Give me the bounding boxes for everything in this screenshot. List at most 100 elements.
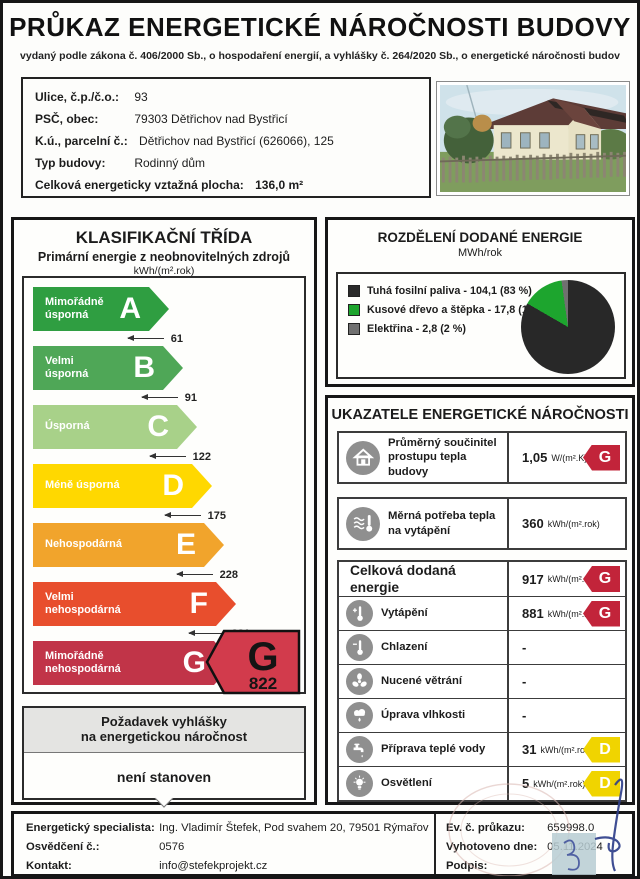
footer-row: Vyhotoveno dne: 05.11.2024 — [446, 841, 632, 853]
result-letter: G — [247, 635, 278, 679]
indicator-unit: W/(m².K) — [551, 452, 588, 463]
field-value: 05.11.2024 — [547, 841, 603, 853]
legend-item: Tuhá fosilní paliva - 104,1 (83 %) — [348, 285, 550, 297]
result-class-arrow: G 822 — [205, 629, 301, 700]
indicator-value: 917 — [522, 571, 544, 587]
legend-item: Elektřina - 2,8 (2 %) — [348, 323, 550, 335]
left-arrow-icon — [140, 394, 178, 400]
legend-swatch-gray — [348, 323, 360, 335]
field-label: Ulice, č.p./č.o.: — [35, 90, 120, 104]
indicator-row-heat-transfer: Průměrný součinitel prostupu tepla budov… — [337, 431, 627, 484]
footer-certificate-block: Ev. č. průkazu: 659998.0 Vyhotoveno dne:… — [436, 814, 632, 874]
indicator-unit: kWh/(m².rok) — [533, 778, 586, 789]
field-value: 79303 Dětřichov nad Bystřicí — [134, 112, 288, 126]
field-label: Podpis: — [446, 860, 488, 872]
delivered-energy-unit: MWh/rok — [458, 247, 502, 259]
page-title: PRŮKAZ ENERGETICKÉ NÁROČNOSTI BUDOVY — [9, 12, 631, 42]
left-arrow-icon — [126, 335, 164, 341]
indicator-row-hot-water: Příprava teplé vody 31 kWh/(m².rok) D — [339, 732, 625, 766]
field-label: Celková energeticky vztažná plocha: — [35, 178, 244, 192]
indicator-unit: kWh/(m².rok) — [547, 608, 600, 619]
footer-row: Kontakt: info@stefekprojekt.cz — [26, 860, 434, 872]
building-info-box: Ulice, č.p./č.o.: 93 PSČ, obec: 79303 Dě… — [21, 77, 431, 198]
scale-letter: D — [162, 469, 184, 502]
indicator-label: Měrná potřeba tepla na vytápění — [388, 510, 496, 537]
field-value: 0576 — [159, 841, 185, 853]
indicator-label: Příprava teplé vody — [381, 743, 486, 756]
water-tap-icon — [346, 736, 373, 763]
scale-letter: B — [133, 351, 155, 384]
field-value: Ing. Vladimír Štefek, Pod svahem 20, 795… — [159, 822, 429, 834]
legend-label: Kusové dřevo a štěpka - 17,8 (14 %) — [367, 304, 551, 316]
indicator-label: Celková dodaná energie — [350, 562, 456, 595]
field-value: 93 — [134, 90, 148, 104]
indicator-label: Úprava vlhkosti — [381, 709, 466, 722]
legend-swatch-dark — [348, 285, 360, 297]
building-photo — [436, 81, 630, 196]
humidity-cloud-icon — [346, 702, 373, 729]
scale-label: Nehospodárná — [45, 538, 123, 551]
footer-row: Ev. č. průkazu: 659998.0 — [446, 822, 632, 834]
indicator-unit: kWh/(m².rok) — [540, 744, 593, 755]
footer-row: Podpis: — [446, 860, 632, 872]
building-info-row: Celková energeticky vztažná plocha: 136,… — [35, 178, 421, 192]
delivered-energy-panel: ROZDĚLENÍ DODANÉ ENERGIE MWh/rok Tuhá fo… — [325, 217, 635, 387]
scale-row-g: Mimořádně nehospodárná G — [33, 641, 234, 685]
notch-icon — [154, 789, 174, 808]
threshold-row: 122 — [33, 449, 211, 464]
footer-specialist-block: Energetický specialista: Ing. Vladimír Š… — [14, 814, 436, 874]
indicator-value: 5 — [522, 776, 530, 791]
footer-row: Energetický specialista: Ing. Vladimír Š… — [26, 822, 434, 834]
threshold-row: 61 — [33, 331, 183, 346]
classification-panel: KLASIFIKAČNÍ TŘÍDA Primární energie z ne… — [11, 217, 317, 808]
field-label: K.ú., parcelní č.: — [35, 134, 128, 148]
footer-row: Osvědčení č.: 0576 — [26, 841, 434, 853]
indicator-value: 360 — [522, 516, 544, 531]
field-value: Dětřichov nad Bystřicí (626066), 125 — [139, 134, 334, 148]
scale-row-c: Úsporná C — [33, 405, 197, 449]
threshold-row: 228 — [33, 567, 238, 582]
left-arrow-icon — [187, 630, 225, 636]
energy-scale: Mimořádně úsporná A 61 Velmi úsporná B 9… — [22, 276, 306, 695]
indicator-label: Nucené větrání — [381, 675, 462, 688]
indicator-unit: kWh/(m².rok) — [547, 574, 600, 584]
requirement-value: není stanoven — [116, 769, 212, 785]
pie-chart-box: Tuhá fosilní paliva - 104,1 (83 %) Kusov… — [336, 272, 626, 379]
indicator-value: 1,05 — [522, 450, 548, 465]
scale-row-a: Mimořádně úsporná A — [33, 287, 169, 331]
indicator-value: - — [522, 640, 527, 655]
threshold-value: 228 — [219, 568, 238, 581]
certificate-header: PRŮKAZ ENERGETICKÉ NÁROČNOSTI BUDOVY vyd… — [3, 12, 637, 62]
classification-unit: kWh/(m².rok) — [133, 265, 195, 277]
scale-label: Velmi úsporná — [45, 354, 89, 380]
indicator-label: Chlazení — [381, 641, 428, 654]
scale-letter: E — [175, 528, 196, 561]
thermometer-minus-icon — [346, 634, 373, 661]
threshold-value: 61 — [170, 332, 183, 345]
scale-row-d: Méně úsporná D — [33, 464, 212, 508]
requirement-label: Požadavek vyhlášky na energetickou nároč… — [24, 708, 304, 753]
field-value: 136,0 m² — [255, 178, 304, 192]
indicator-row-heat-demand: Měrná potřeba tepla na vytápění 360 kWh/… — [337, 497, 627, 550]
indicator-row-total-energy: Celková dodaná energie 917 kWh/(m².rok) … — [339, 562, 625, 596]
indicator-label: Průměrný součinitel prostupu tepla budov… — [388, 437, 497, 478]
field-label: Ev. č. průkazu: — [446, 822, 525, 834]
classification-subtitle: Primární energie z neobnovitelných zdroj… — [37, 250, 291, 264]
heat-waves-icon — [346, 506, 380, 541]
field-label: Energetický specialista: — [26, 822, 155, 834]
indicator-value: - — [522, 674, 527, 689]
building-info-row: Typ budovy: Rodinný dům — [35, 156, 421, 170]
left-arrow-icon — [175, 571, 213, 577]
grade-badge: G — [583, 444, 620, 471]
scale-row-f: Velmi nehospodárná F — [33, 582, 236, 626]
indicator-value: 31 — [522, 742, 537, 757]
delivered-energy-title: ROZDĚLENÍ DODANÉ ENERGIE — [377, 230, 583, 245]
grade-badge: G — [583, 566, 620, 592]
scale-letter: C — [147, 410, 169, 443]
indicator-label: Vytápění — [381, 607, 428, 620]
threshold-value: 122 — [192, 450, 211, 463]
grade-badge: G — [583, 600, 620, 627]
page-subtitle: vydaný podle zákona č. 406/2000 Sb., o h… — [20, 50, 620, 62]
house-icon — [346, 440, 380, 475]
indicator-label: Osvětlení — [381, 777, 432, 790]
